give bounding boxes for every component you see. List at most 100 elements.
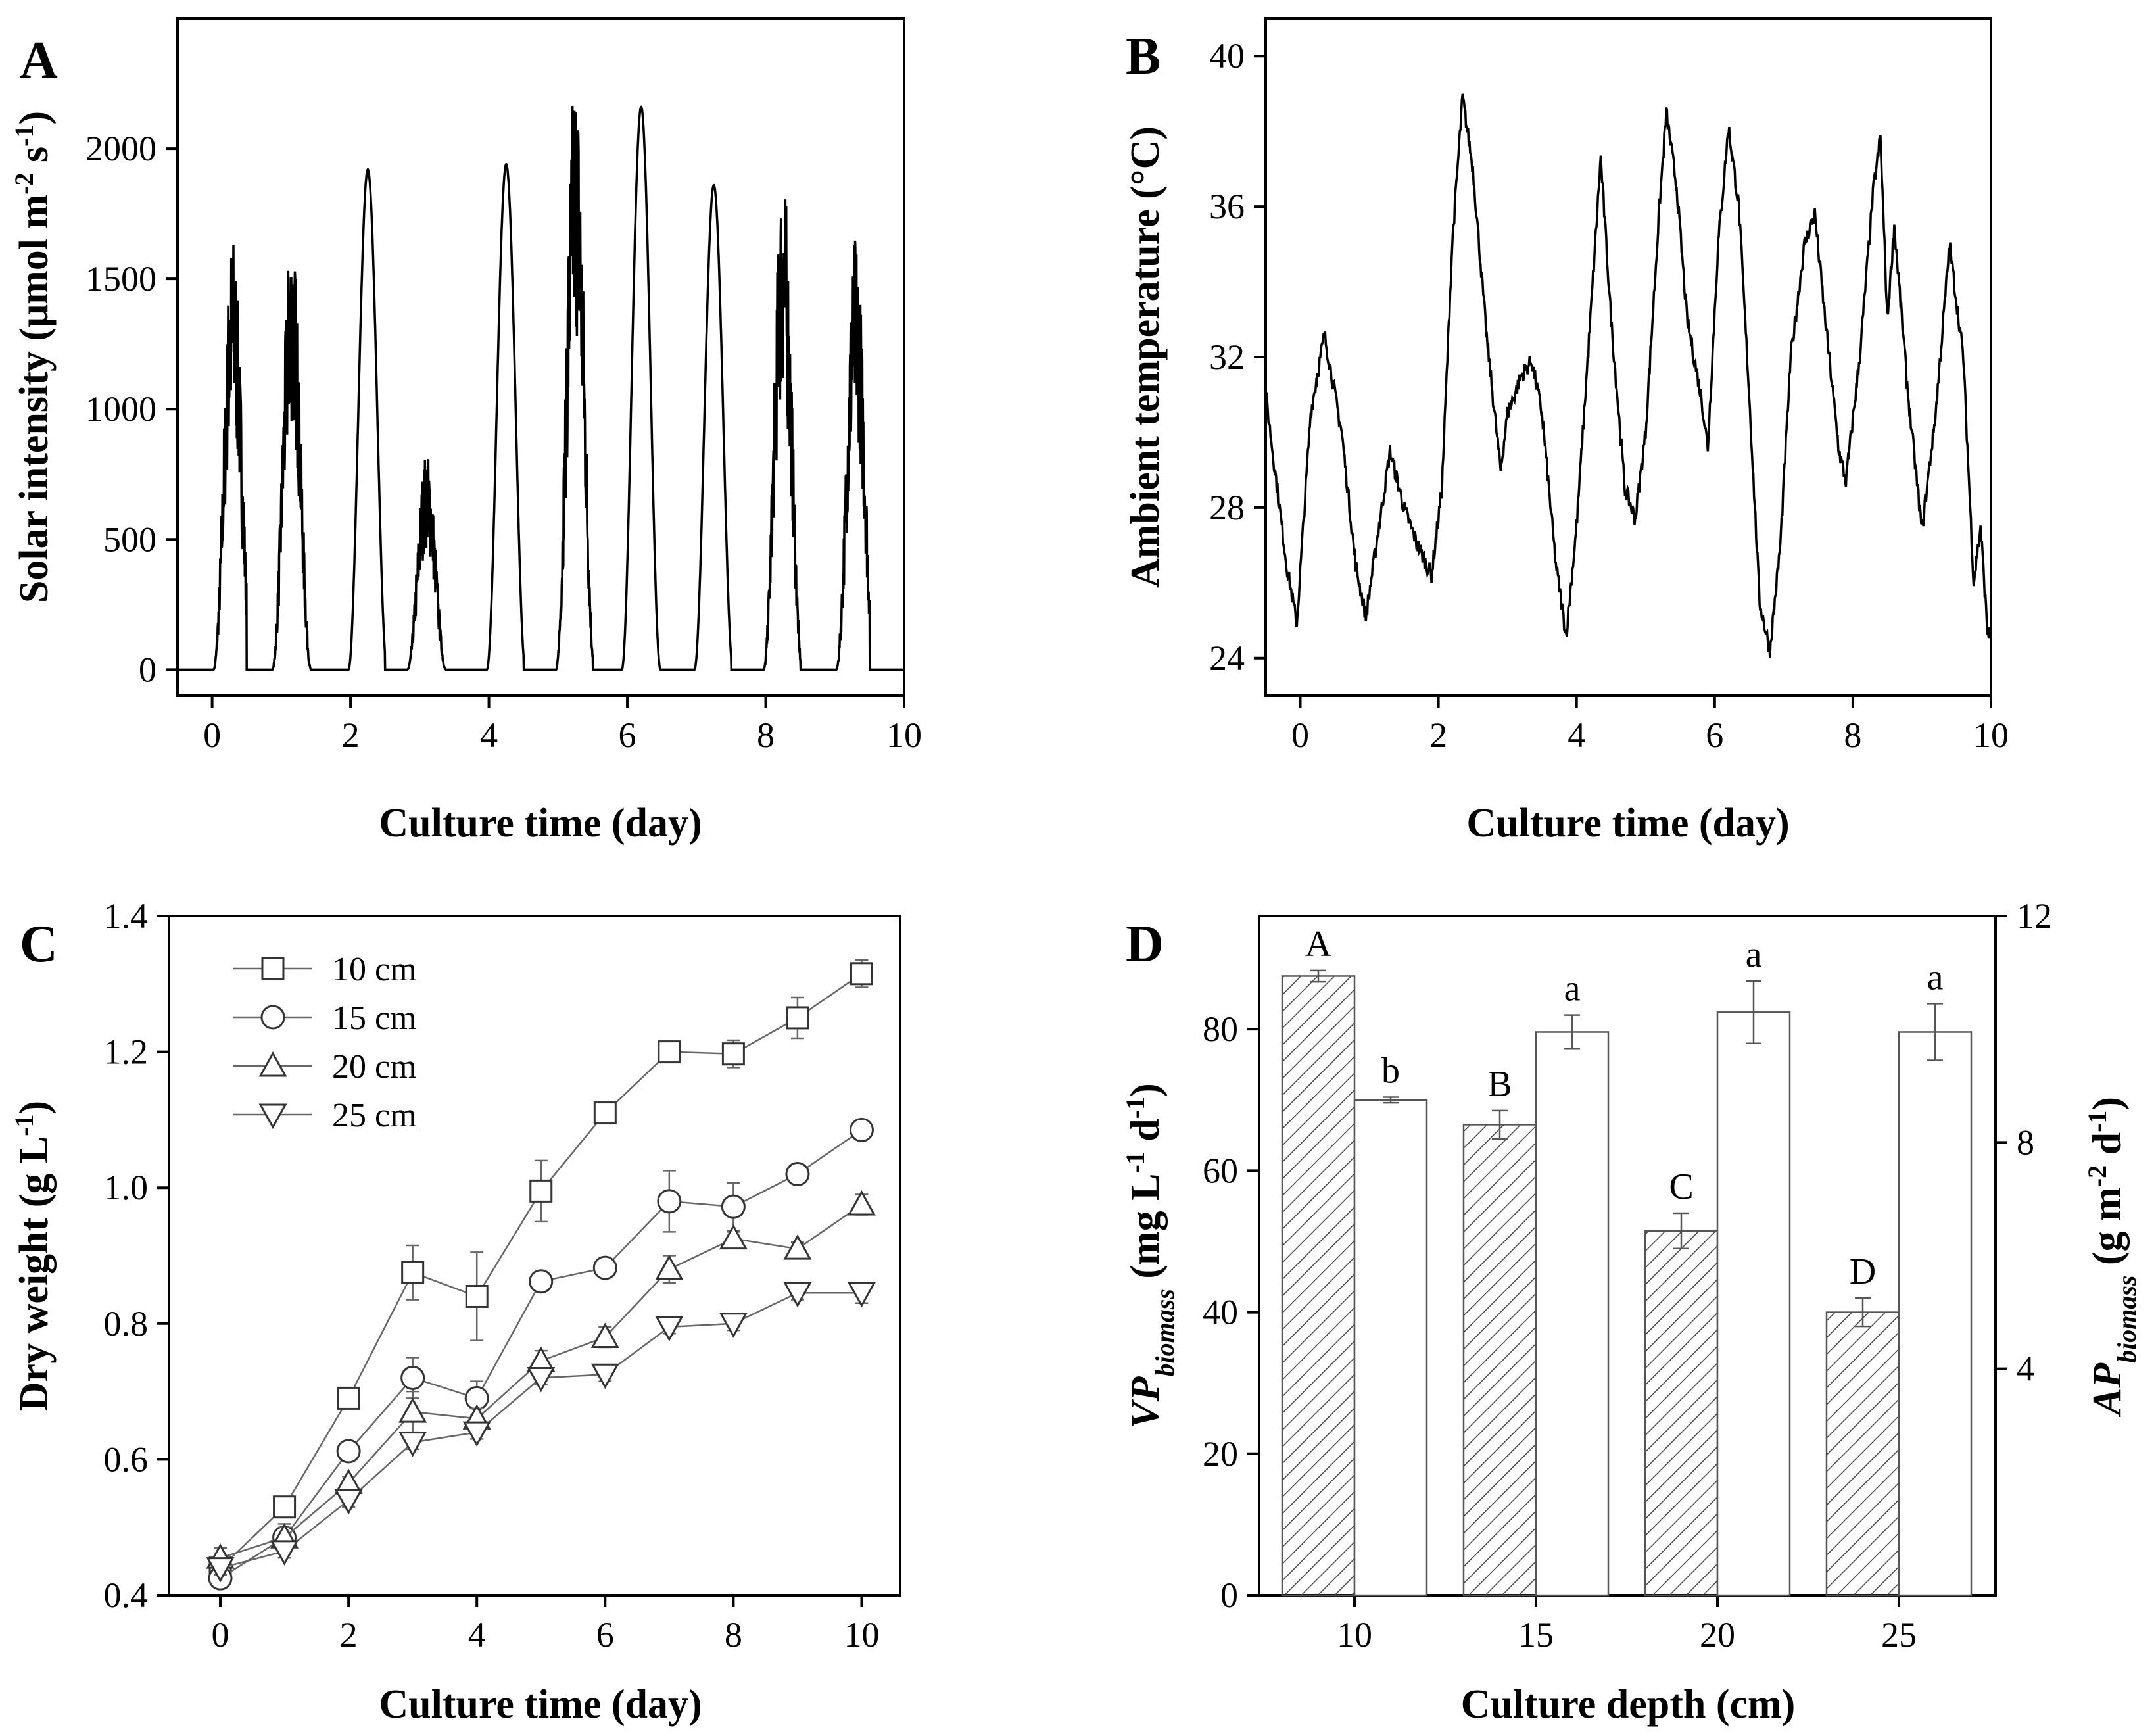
panel-a: A 0 2 4 6 8 10 0 500 1000 1500 2000 Culture time (… bbox=[9, 17, 922, 846]
panel-c-series-25-cm-point bbox=[398, 1432, 427, 1457]
panel-c: C 0 2 4 6 8 10 0.4 0.6 0.8 1.0 1.2 1.4 10 cm 15 cm 20… bbox=[9, 896, 901, 1727]
panel-b-ytick-label: 40 bbox=[1209, 36, 1245, 76]
panel-c-series-20-cm-point bbox=[847, 1190, 876, 1216]
panel-c-ytick-label: 1.2 bbox=[104, 1032, 149, 1072]
panel-d-bar-ap bbox=[1898, 1031, 1973, 1597]
panel-a-ylabel: Solar intensity (μmol m-2 s-1) bbox=[9, 111, 57, 603]
panel-c-xtick-label: 0 bbox=[212, 1615, 229, 1654]
panel-d-bar-vp bbox=[1462, 1124, 1537, 1597]
panel-c-ylabel: Dry weight (g L-1) bbox=[9, 1101, 57, 1411]
panel-a-ytick-label: 0 bbox=[139, 650, 156, 689]
panel-a-xtick-label: 10 bbox=[886, 715, 922, 755]
panel-d-right-ytick-label: 8 bbox=[2017, 1122, 2034, 1162]
panel-c-ytick-label: 1.4 bbox=[104, 896, 149, 936]
panel-d-ticks: 0 20 40 60 80 4 8 12 10 15 20 25 bbox=[1203, 896, 2052, 1654]
panel-a-ticks: 0 2 4 6 8 10 0 500 1000 1500 2000 bbox=[85, 129, 922, 755]
panel-c-legend-20-cm-label: 20 cm bbox=[332, 1048, 417, 1086]
panel-c-series bbox=[206, 959, 876, 1591]
panel-d-right-ytick-label: 4 bbox=[2017, 1349, 2034, 1389]
panel-c-xtick-label: 6 bbox=[596, 1615, 614, 1654]
panel-b-ylabel: Ambient temperature (°C) bbox=[1123, 126, 1168, 588]
panel-a-xtick-label: 6 bbox=[619, 715, 636, 755]
panel-c-series-10-cm-point bbox=[786, 1006, 809, 1030]
panel-a-xtick-label: 0 bbox=[203, 715, 221, 755]
panel-d-right-ylabel: APbiomass (g m-2 d-1) bbox=[2082, 1097, 2142, 1418]
panel-b-xtick-label: 8 bbox=[1844, 715, 1861, 755]
panel-d-left-ytick-label: 80 bbox=[1203, 1009, 1238, 1049]
panel-c-legend: 10 cm 15 cm 20 cm 25 cm bbox=[233, 951, 417, 1134]
panel-d-xtick-label: 25 bbox=[1881, 1615, 1917, 1654]
panel-c-ytick-label: 1.0 bbox=[104, 1168, 149, 1207]
panel-d-left-ylabel: VPbiomass (mg L-1 d-1) bbox=[1120, 1083, 1180, 1429]
panel-c-frame bbox=[168, 915, 901, 1597]
panel-c-series-25-cm-point bbox=[334, 1489, 363, 1515]
panel-d-significance-letter: C bbox=[1669, 1167, 1693, 1207]
panel-a-xtick-label: 2 bbox=[342, 715, 360, 755]
panel-d-left-ytick-label: 40 bbox=[1203, 1293, 1238, 1332]
panel-b-frame bbox=[1264, 17, 1992, 697]
panel-b-xtick-label: 10 bbox=[1973, 715, 2009, 755]
panel-c-ticks: 0 2 4 6 8 10 0.4 0.6 0.8 1.0 1.2 1.4 bbox=[104, 896, 880, 1654]
panel-c-xtick-label: 2 bbox=[340, 1615, 358, 1654]
panel-c-series-25-cm-point bbox=[206, 1557, 235, 1583]
panel-a-ytick-label: 1000 bbox=[85, 389, 156, 429]
panel-a-frame bbox=[176, 17, 905, 697]
panel-c-series-10-cm-point bbox=[593, 1101, 617, 1125]
panel-c-series-15-cm-point bbox=[721, 1194, 746, 1219]
panel-d-bar-ap bbox=[1535, 1031, 1610, 1597]
panel-d-xtick-label: 15 bbox=[1518, 1615, 1554, 1654]
panel-c-series-20-cm-point bbox=[655, 1255, 684, 1280]
panel-c-series-25-cm-point bbox=[462, 1421, 491, 1447]
panel-b-ytick-label: 36 bbox=[1209, 187, 1245, 226]
panel-a-xtick-label: 8 bbox=[757, 715, 775, 755]
panel-c-letter: C bbox=[20, 915, 58, 973]
panel-d-left-ytick-label: 20 bbox=[1203, 1434, 1238, 1474]
panel-c-series-15-cm-point bbox=[849, 1117, 874, 1142]
panel-d-significance-letter: b bbox=[1381, 1050, 1400, 1091]
panel-c-xlabel: Culture time (day) bbox=[379, 1682, 702, 1727]
panel-c-series-25-cm-point bbox=[783, 1282, 812, 1308]
panel-a-ytick-label: 500 bbox=[103, 519, 156, 559]
panel-c-series-10-cm-point bbox=[529, 1179, 553, 1203]
panel-c-legend-15-cm-label: 15 cm bbox=[332, 999, 417, 1037]
panel-d-xtick-label: 20 bbox=[1700, 1615, 1735, 1654]
panel-b-xtick-label: 6 bbox=[1706, 715, 1723, 755]
panel-b-xtick-label: 4 bbox=[1568, 715, 1585, 755]
panel-d-significance-letter: A bbox=[1305, 924, 1332, 965]
panel-d-bar-ap bbox=[1353, 1099, 1428, 1597]
panel-c-xtick-label: 4 bbox=[468, 1615, 486, 1654]
panel-d-significance-letter: a bbox=[1564, 969, 1581, 1009]
panel-d-bar-vp bbox=[1825, 1311, 1900, 1597]
panel-b-ytick-label: 28 bbox=[1209, 488, 1245, 527]
panel-d-letter: D bbox=[1126, 915, 1164, 973]
panel-c-legend-10-cm-marker bbox=[261, 957, 285, 980]
panel-d-bar-vp bbox=[1281, 975, 1356, 1597]
panel-c-ytick-label: 0.6 bbox=[104, 1439, 149, 1479]
panel-d-significance-letter: a bbox=[1927, 957, 1944, 998]
panel-a-letter: A bbox=[20, 32, 58, 89]
panel-b-xtick-label: 2 bbox=[1429, 715, 1447, 755]
panel-c-series-20-cm-point bbox=[398, 1397, 427, 1423]
panel-c-ytick-label: 0.8 bbox=[104, 1304, 149, 1343]
panel-c-series-15-cm-point bbox=[529, 1269, 554, 1294]
panel-c-series-15-cm-point bbox=[336, 1439, 361, 1464]
panel-c-series-10-cm-point bbox=[658, 1040, 681, 1064]
panel-c-series-10-cm-point bbox=[721, 1042, 745, 1066]
panel-a-ytick-label: 2000 bbox=[85, 129, 156, 168]
panel-d: D 0 20 40 60 80 4 8 12 10 15 20 25 A B C Db a a a Culture… bbox=[1120, 896, 2142, 1727]
panel-c-series-20-cm-point bbox=[783, 1234, 812, 1260]
panel-a-xlabel: Culture time (day) bbox=[379, 801, 702, 846]
panel-c-series-25-cm-point bbox=[590, 1363, 619, 1389]
panel-c-ytick-label: 0.4 bbox=[104, 1576, 149, 1615]
panel-c-series-20-cm-point bbox=[590, 1322, 619, 1348]
panel-c-series-25-cm-point bbox=[847, 1282, 876, 1308]
panel-b-ytick-label: 24 bbox=[1209, 638, 1245, 678]
panel-c-legend-20-cm-marker bbox=[258, 1051, 287, 1077]
panel-a-ytick-label: 1500 bbox=[85, 259, 156, 299]
panel-a-xtick-label: 4 bbox=[480, 715, 498, 755]
panel-c-xtick-label: 10 bbox=[844, 1615, 879, 1654]
panel-c-series-25-cm-line bbox=[220, 1292, 862, 1569]
panel-d-significance-letter: B bbox=[1487, 1064, 1512, 1105]
panel-c-series-10-cm-point bbox=[465, 1284, 489, 1308]
